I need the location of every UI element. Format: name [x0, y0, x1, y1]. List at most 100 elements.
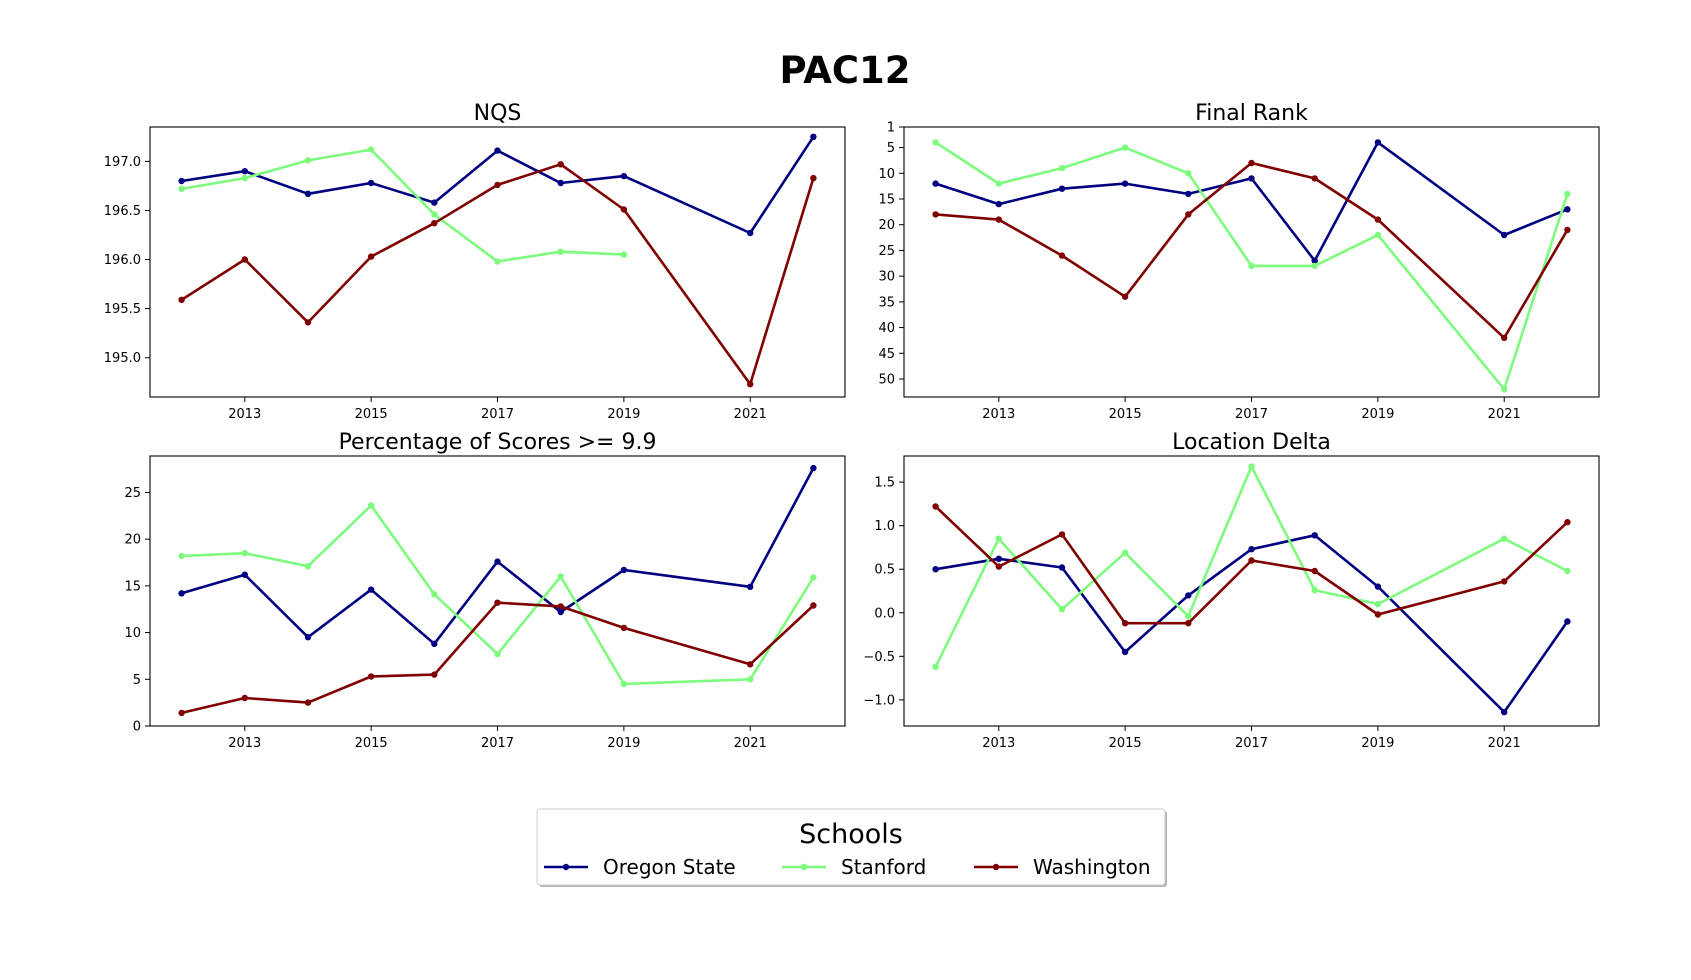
legend-label: Oregon State [603, 855, 736, 879]
data-point [1248, 557, 1255, 564]
axes-title: Location Delta [1172, 430, 1331, 455]
data-point [241, 256, 248, 263]
data-point [620, 624, 628, 632]
data-point [367, 179, 375, 187]
data-point [1564, 618, 1571, 625]
y-tick-label: 196.0 [104, 253, 141, 268]
y-tick-label: 45 [878, 347, 895, 362]
data-point [1564, 519, 1571, 526]
y-tick-label: 50 [878, 373, 895, 388]
data-point [494, 147, 501, 154]
series-stanford [932, 463, 1571, 670]
x-tick-label: 2019 [1361, 736, 1394, 751]
data-point [747, 229, 754, 237]
x-tick-label: 2015 [1109, 736, 1142, 751]
x-tick-label: 2013 [982, 407, 1015, 422]
legend-label: Washington [1033, 855, 1151, 879]
data-point [1058, 606, 1066, 613]
data-point [932, 663, 939, 670]
data-point [747, 381, 754, 388]
data-point [1058, 185, 1066, 192]
legend-title: Schools [799, 819, 903, 850]
y-tick-label: −1.0 [863, 693, 895, 708]
data-point [1374, 611, 1382, 618]
data-point [1248, 159, 1255, 167]
data-point [494, 258, 501, 265]
data-point [1121, 648, 1129, 656]
series-washington [932, 159, 1571, 342]
data-point [620, 251, 628, 258]
data-point [747, 661, 754, 668]
data-point [1058, 252, 1066, 259]
data-point [494, 558, 501, 565]
data-point [1185, 170, 1192, 177]
data-point [995, 563, 1002, 570]
data-point [995, 200, 1002, 208]
chart-panel-nqs: NQS 2013 2015 2017 2019 2021 195.0 195.5 196.0 19… [104, 101, 846, 422]
legend-items: Oregon State Stanford Washington [544, 855, 1151, 879]
data-point [1248, 175, 1255, 182]
y-tick-label: 195.0 [104, 351, 141, 366]
data-point [431, 211, 438, 218]
legend-label: Stanford [841, 855, 926, 879]
data-point [1374, 231, 1382, 239]
data-point [995, 216, 1002, 223]
data-point [431, 199, 438, 206]
axes-title: NQS [474, 101, 522, 126]
y-tick-label: 15 [878, 193, 895, 208]
legend-item-washington: Washington [974, 855, 1151, 879]
x-tick-label: 2017 [1235, 407, 1268, 422]
data-point [431, 640, 438, 647]
data-point [304, 157, 312, 164]
y-tick-label: 35 [878, 295, 895, 310]
data-point [1248, 262, 1255, 270]
data-point [1501, 231, 1508, 239]
x-tick-label: 2017 [481, 407, 514, 422]
data-point [304, 634, 312, 641]
chart-panel-location-delta: Location Delta 2013 2015 2017 2019 2021 −1.0 −0… [863, 430, 1600, 751]
series-washington [178, 599, 817, 717]
series-line [180, 466, 815, 646]
data-point [1374, 600, 1382, 608]
x-tick-label: 2013 [228, 407, 261, 422]
series-line [934, 505, 1569, 625]
figure-title: PAC12 [780, 49, 911, 92]
series-oregon-state [178, 464, 817, 647]
data-point [1311, 532, 1318, 539]
series-line [180, 135, 815, 235]
data-point [178, 709, 185, 717]
y-tick-label: 0 [133, 720, 141, 735]
series-washington [178, 161, 817, 388]
data-point [557, 248, 564, 255]
x-tick-label: 2021 [1488, 407, 1521, 422]
data-point [178, 552, 185, 560]
data-point [995, 180, 1002, 187]
legend-marker [992, 863, 1000, 871]
x-tick-label: 2013 [228, 736, 261, 751]
data-point [178, 185, 185, 193]
y-tick-label: 0.5 [874, 563, 895, 578]
axes-title: Final Rank [1195, 101, 1308, 126]
series-line [180, 148, 626, 263]
data-point [1501, 535, 1508, 542]
legend-item-oregon-state: Oregon State [544, 855, 736, 879]
data-point [932, 566, 939, 573]
data-point [241, 174, 248, 182]
series-line [934, 161, 1569, 340]
data-point [810, 174, 817, 182]
series-oregon-state [932, 139, 1571, 264]
legend: Schools Oregon State Stanford Washington [536, 808, 1167, 887]
y-tick-label: 40 [878, 321, 895, 336]
y-tick-label: 195.5 [104, 302, 141, 317]
data-point [1185, 620, 1192, 627]
data-point [1311, 257, 1318, 264]
data-point [241, 571, 248, 578]
data-point [1121, 180, 1129, 187]
data-point [367, 673, 375, 680]
data-point [1564, 190, 1571, 198]
y-tick-label: 197.0 [104, 155, 141, 170]
data-point [1311, 567, 1318, 575]
data-point [431, 220, 438, 227]
data-point [620, 680, 628, 688]
